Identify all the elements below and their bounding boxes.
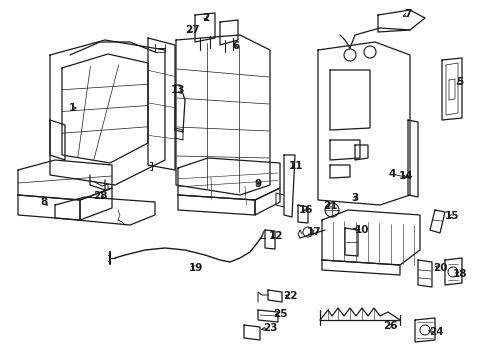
Text: 9: 9 bbox=[254, 179, 261, 189]
Text: 10: 10 bbox=[354, 225, 368, 235]
Text: 8: 8 bbox=[41, 197, 47, 207]
Text: 26: 26 bbox=[382, 321, 396, 331]
Text: 13: 13 bbox=[170, 85, 185, 95]
Text: 17: 17 bbox=[306, 227, 321, 237]
Text: 3: 3 bbox=[351, 193, 358, 203]
Text: 11: 11 bbox=[288, 161, 303, 171]
Text: 12: 12 bbox=[268, 231, 283, 241]
Text: 21: 21 bbox=[322, 201, 337, 211]
Text: 20: 20 bbox=[432, 263, 447, 273]
Text: 1: 1 bbox=[68, 103, 76, 113]
Text: 7: 7 bbox=[404, 9, 411, 19]
Text: 6: 6 bbox=[232, 41, 239, 51]
Text: 25: 25 bbox=[272, 309, 286, 319]
Text: 23: 23 bbox=[262, 323, 277, 333]
Text: 22: 22 bbox=[282, 291, 297, 301]
Text: 24: 24 bbox=[428, 327, 443, 337]
Text: 27: 27 bbox=[184, 25, 199, 35]
Text: 18: 18 bbox=[452, 269, 467, 279]
Text: 5: 5 bbox=[455, 77, 463, 87]
Text: 28: 28 bbox=[93, 191, 107, 201]
Text: 19: 19 bbox=[188, 263, 203, 273]
Text: 14: 14 bbox=[398, 171, 412, 181]
Text: 2: 2 bbox=[202, 13, 209, 23]
Text: 16: 16 bbox=[298, 205, 313, 215]
Text: 4: 4 bbox=[387, 169, 395, 179]
Text: 15: 15 bbox=[444, 211, 458, 221]
